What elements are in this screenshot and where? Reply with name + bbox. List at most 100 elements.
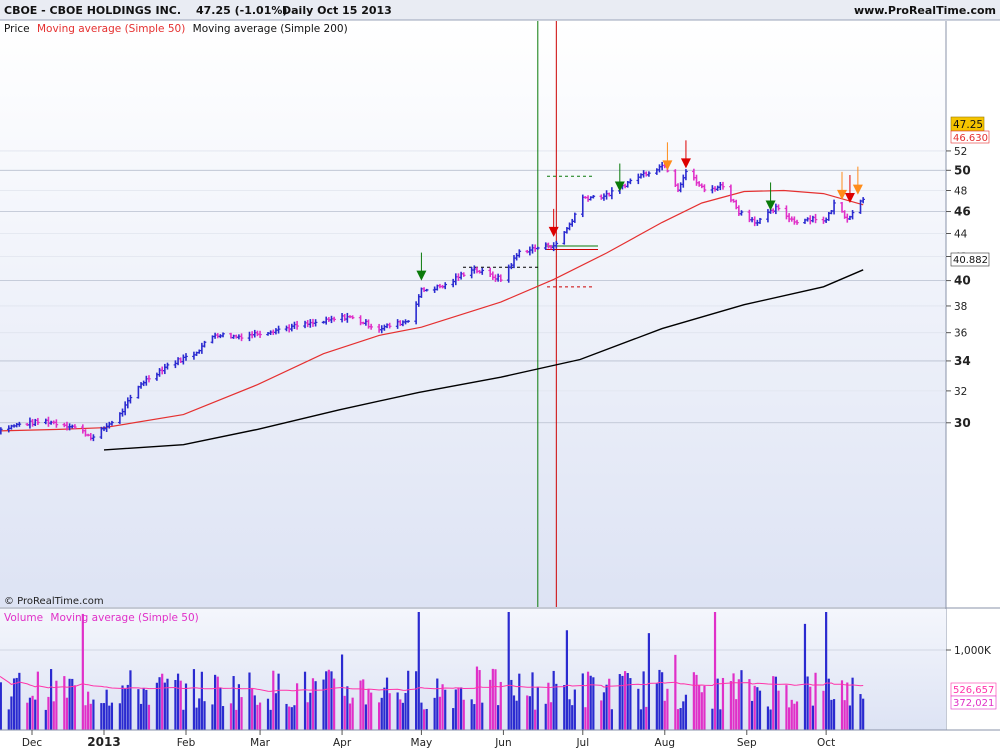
volume-bar (843, 700, 846, 730)
ohlc-bar (758, 217, 762, 224)
volume-bar (314, 681, 317, 730)
volume-bar (240, 697, 243, 730)
ohlc-bar (387, 322, 392, 329)
quote-text: 47.25 (-1.01%) (196, 4, 287, 17)
volume-bar (309, 692, 312, 730)
x-tick-label: Apr (333, 737, 352, 749)
volume-bar (711, 708, 714, 730)
ohlc-bar (221, 332, 225, 338)
volume-bar (425, 708, 428, 730)
volume-bar (311, 678, 315, 730)
volume-bar (536, 687, 539, 730)
volume-bar (396, 692, 399, 730)
volume-bar (285, 703, 288, 730)
volume-bar (137, 689, 140, 730)
volume-bar (147, 704, 151, 730)
volume-bar (0, 682, 2, 730)
volume-ma-line (0, 675, 864, 692)
volume-bar (163, 682, 166, 730)
volume-bar (647, 633, 651, 730)
volume-bar (31, 695, 34, 730)
volume-bar (401, 702, 405, 730)
volume-bar (581, 673, 584, 730)
signal-arrow-red (680, 140, 691, 169)
ohlc-bar (610, 187, 614, 200)
volume-bar (47, 696, 50, 730)
volume-bar (457, 687, 460, 730)
volume-bar (343, 695, 346, 730)
price-panel (0, 21, 946, 607)
volume-bar (777, 690, 780, 730)
volume-bar (346, 686, 349, 730)
period-date: Daily Oct 15 2013 (282, 4, 392, 17)
volume-bar (12, 678, 16, 730)
volume-bar (433, 697, 436, 730)
x-tick-label: Aug (655, 737, 676, 749)
volume-bar (637, 688, 640, 730)
volume-bar (293, 705, 296, 730)
volume-bar (586, 671, 590, 730)
volume-bar (380, 697, 383, 730)
volume-bar (862, 698, 865, 730)
legend-ma200: Moving average (Simple 200) (193, 23, 348, 35)
y-tick-label: 46 (954, 205, 971, 219)
ohlc-bar (36, 417, 40, 425)
volume-bar (36, 671, 39, 730)
volume-bar (658, 669, 661, 730)
volume-bar (367, 688, 370, 730)
legend-ma50: Moving average (Simple 50) (37, 23, 185, 35)
volume-bar (481, 702, 484, 730)
volume-bar (454, 689, 457, 730)
ohlc-bar (184, 353, 188, 361)
volume-bar (81, 613, 84, 730)
volume-bar (584, 707, 587, 730)
volume-bar (756, 687, 759, 730)
volume-bar (563, 685, 566, 730)
volume-bar (145, 689, 148, 730)
ohlc-bar (517, 249, 522, 258)
volume-bar (832, 699, 836, 730)
ohlc-bar (573, 212, 577, 223)
volume-bar (65, 697, 69, 730)
website-link[interactable]: www.ProRealTime.com (854, 4, 996, 17)
ohlc-bar (721, 181, 725, 190)
ohlc-bar (202, 340, 207, 348)
ohlc-bar (17, 421, 22, 427)
legend-volume: Volume (4, 612, 43, 624)
volume-bar (49, 669, 53, 730)
volume-bar (219, 687, 222, 730)
volume-tick: 1,000K (954, 645, 992, 657)
volume-bar (105, 689, 108, 730)
volume-bar (229, 703, 233, 730)
ohlc-bar (165, 362, 170, 370)
ohlc-bar (647, 171, 651, 177)
volume-bar (623, 671, 627, 730)
volume-bar (325, 671, 328, 730)
volume-bar (28, 697, 32, 730)
volume-bar (494, 669, 497, 730)
volume-bar (139, 703, 143, 730)
volume-bar (295, 683, 299, 730)
volume-bar (732, 673, 735, 730)
ohlc-bar (91, 434, 96, 442)
volume-bar (859, 694, 862, 730)
volume-bar (269, 709, 272, 730)
y-tick-label: 52 (954, 146, 967, 158)
volume-bar (158, 677, 161, 730)
y-tick-label: 44 (954, 228, 968, 240)
volume-bar (26, 702, 29, 730)
y-tick-label: 36 (954, 328, 968, 340)
ma200-value: 40.882 (953, 255, 988, 266)
ohlc-bar (110, 420, 114, 426)
ohlc-bar (350, 315, 355, 320)
ohlc-bar (461, 272, 466, 277)
volume-bar (645, 706, 648, 730)
volume-bar (793, 703, 796, 730)
volume-bar (203, 701, 206, 730)
ohlc-bar (832, 199, 836, 215)
volume-bar (600, 700, 603, 730)
volume-bar (221, 706, 225, 730)
volume-bar (192, 669, 196, 730)
volume-bar (452, 708, 455, 730)
volume-bar (155, 682, 159, 730)
